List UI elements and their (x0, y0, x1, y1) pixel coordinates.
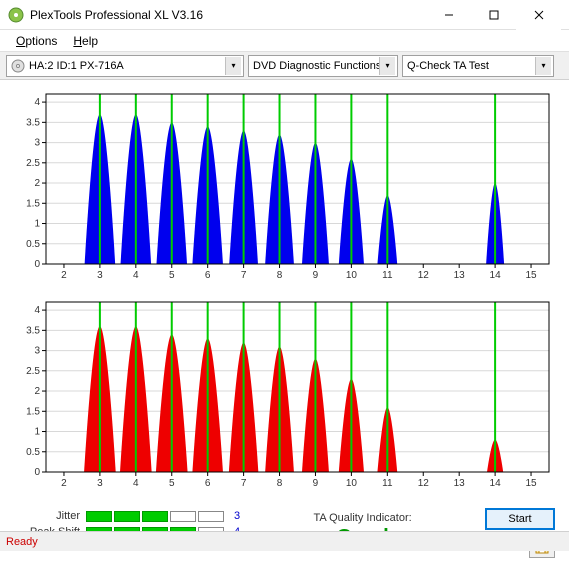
svg-text:12: 12 (418, 270, 430, 281)
jitter-bars (86, 511, 224, 522)
chart-top: 0 0.5 1 1.5 2 2.5 3 3.5 4 2 3 4 5 6 7 8 9 10 11 12 13 14 15 (10, 86, 559, 286)
svg-text:15: 15 (525, 478, 537, 489)
svg-text:7: 7 (241, 270, 247, 281)
svg-text:9: 9 (313, 270, 319, 281)
svg-text:0.5: 0.5 (26, 239, 40, 250)
svg-text:1.5: 1.5 (26, 406, 40, 417)
svg-text:0: 0 (34, 259, 40, 270)
test-value: Q-Check TA Test (407, 60, 535, 72)
svg-text:12: 12 (418, 478, 430, 489)
status-bar: Ready (0, 531, 569, 551)
svg-text:5: 5 (169, 478, 175, 489)
svg-text:6: 6 (205, 478, 211, 489)
svg-text:5: 5 (169, 270, 175, 281)
svg-text:3: 3 (34, 346, 40, 357)
svg-text:6: 6 (205, 270, 211, 281)
svg-text:8: 8 (277, 270, 283, 281)
svg-text:15: 15 (525, 270, 537, 281)
start-button[interactable]: Start (485, 508, 555, 530)
svg-text:3.5: 3.5 (26, 117, 40, 128)
chevron-down-icon: ▾ (225, 57, 241, 75)
svg-text:1: 1 (34, 219, 40, 230)
category-value: DVD Diagnostic Functions (253, 60, 379, 72)
minimize-button[interactable] (426, 0, 471, 30)
svg-text:8: 8 (277, 478, 283, 489)
test-selector[interactable]: Q-Check TA Test ▾ (402, 55, 554, 77)
app-icon (8, 7, 24, 23)
menu-bar: Options Help (0, 30, 569, 52)
svg-text:0.5: 0.5 (26, 447, 40, 458)
svg-text:7: 7 (241, 478, 247, 489)
disc-icon (11, 59, 25, 73)
window-title: PlexTools Professional XL V3.16 (30, 8, 426, 22)
svg-text:14: 14 (490, 270, 502, 281)
close-button[interactable] (516, 0, 561, 30)
svg-text:2: 2 (61, 478, 67, 489)
metric-jitter: Jitter 3 (14, 510, 240, 522)
svg-text:2: 2 (34, 386, 40, 397)
svg-text:3: 3 (34, 138, 40, 149)
menu-help[interactable]: Help (65, 32, 106, 50)
svg-text:4: 4 (34, 97, 40, 108)
svg-text:9: 9 (313, 478, 319, 489)
category-selector[interactable]: DVD Diagnostic Functions ▾ (248, 55, 398, 77)
title-bar: PlexTools Professional XL V3.16 (0, 0, 569, 30)
svg-text:11: 11 (382, 270, 393, 281)
chart-area: 00.511.522.533.5423456789101112131415 00… (0, 80, 569, 494)
jitter-label: Jitter (14, 510, 80, 522)
svg-text:3: 3 (97, 270, 103, 281)
status-text: Ready (6, 536, 38, 548)
menu-options[interactable]: Options (8, 32, 65, 50)
svg-text:1: 1 (34, 427, 40, 438)
svg-text:2: 2 (61, 270, 67, 281)
jitter-value: 3 (234, 510, 240, 522)
svg-text:1.5: 1.5 (26, 198, 40, 209)
svg-text:4: 4 (133, 270, 139, 281)
svg-text:13: 13 (454, 270, 466, 281)
svg-text:3: 3 (97, 478, 103, 489)
svg-text:2.5: 2.5 (26, 158, 40, 169)
drive-selector[interactable]: HA:2 ID:1 PX-716A ▾ (6, 55, 244, 77)
svg-text:11: 11 (382, 478, 393, 489)
svg-text:4: 4 (34, 305, 40, 316)
chart-bottom: 0 0.5 1 1.5 2 2.5 3 3.5 4 2 3 4 5 6 7 8 9 10 11 12 13 14 15 (10, 294, 559, 494)
svg-text:4: 4 (133, 478, 139, 489)
chevron-down-icon: ▾ (535, 57, 551, 75)
svg-text:2: 2 (34, 178, 40, 189)
maximize-button[interactable] (471, 0, 516, 30)
quality-label: TA Quality Indicator: (260, 512, 465, 524)
drive-value: HA:2 ID:1 PX-716A (29, 60, 225, 72)
svg-text:13: 13 (454, 478, 466, 489)
svg-text:3.5: 3.5 (26, 325, 40, 336)
svg-text:10: 10 (346, 270, 358, 281)
svg-text:0: 0 (34, 467, 40, 478)
svg-text:14: 14 (490, 478, 502, 489)
toolbar: HA:2 ID:1 PX-716A ▾ DVD Diagnostic Funct… (0, 52, 569, 80)
chevron-down-icon: ▾ (379, 57, 395, 75)
svg-text:10: 10 (346, 478, 358, 489)
svg-text:2.5: 2.5 (26, 366, 40, 377)
